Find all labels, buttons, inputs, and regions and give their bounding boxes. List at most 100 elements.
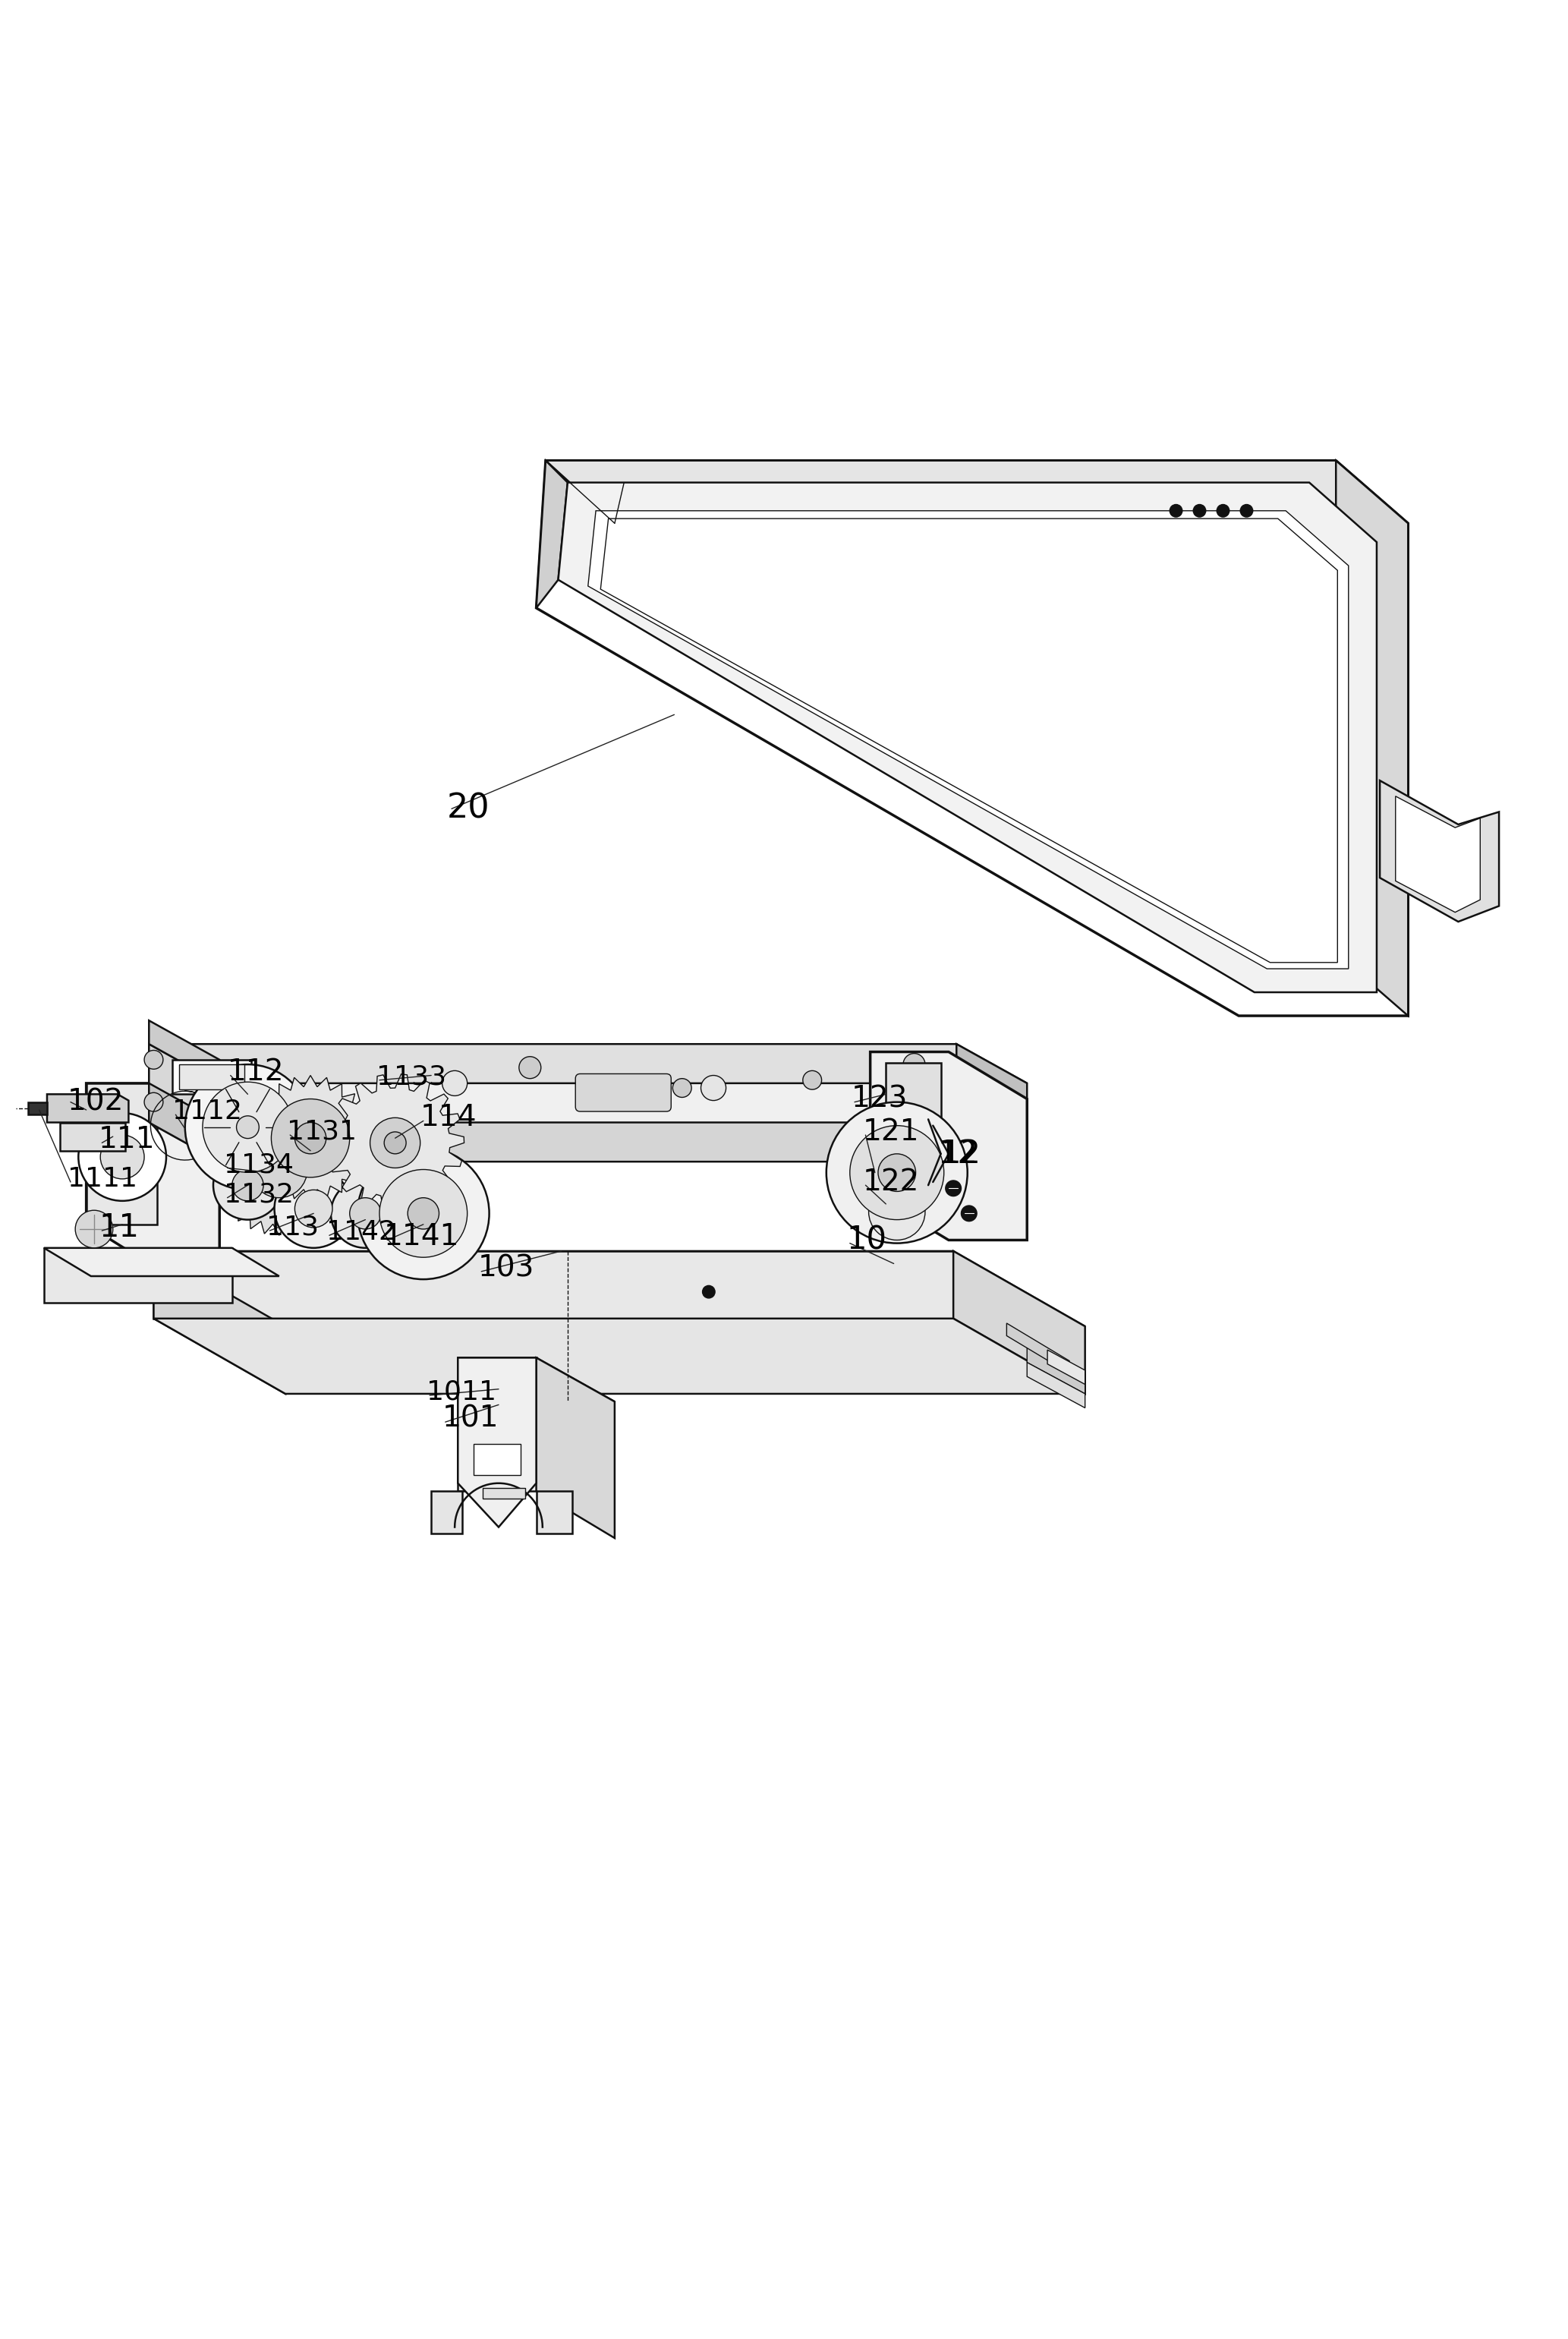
Polygon shape	[1380, 781, 1499, 922]
Circle shape	[946, 1181, 961, 1195]
Text: 103: 103	[478, 1254, 535, 1282]
Circle shape	[331, 1179, 400, 1249]
Circle shape	[442, 1071, 467, 1095]
Circle shape	[803, 1071, 822, 1090]
Polygon shape	[149, 1043, 220, 1162]
Polygon shape	[86, 1083, 157, 1223]
Polygon shape	[953, 1251, 1085, 1394]
Circle shape	[370, 1118, 420, 1167]
Circle shape	[295, 1123, 326, 1153]
Circle shape	[1170, 505, 1182, 517]
Text: 102: 102	[67, 1088, 124, 1116]
Circle shape	[213, 1151, 282, 1219]
Text: 1111: 1111	[67, 1167, 138, 1193]
Polygon shape	[248, 1076, 373, 1200]
Polygon shape	[47, 1095, 129, 1123]
Polygon shape	[536, 1490, 572, 1534]
Circle shape	[75, 1209, 113, 1249]
Polygon shape	[149, 1123, 1027, 1162]
Polygon shape	[1047, 1350, 1085, 1385]
Polygon shape	[458, 1357, 536, 1527]
Text: 12: 12	[938, 1137, 978, 1170]
Polygon shape	[431, 1490, 463, 1534]
Polygon shape	[886, 1062, 941, 1153]
Circle shape	[251, 1141, 307, 1198]
Polygon shape	[154, 1251, 1085, 1326]
Circle shape	[850, 1125, 944, 1219]
Polygon shape	[28, 1102, 47, 1116]
Circle shape	[519, 1057, 541, 1078]
FancyBboxPatch shape	[179, 1064, 245, 1090]
Text: 101: 101	[442, 1403, 499, 1434]
Text: 11: 11	[99, 1212, 140, 1244]
Polygon shape	[483, 1488, 525, 1499]
Circle shape	[202, 1083, 293, 1172]
Circle shape	[358, 1148, 489, 1279]
Text: 122: 122	[862, 1167, 919, 1198]
Polygon shape	[536, 1357, 615, 1539]
Text: 121: 121	[862, 1118, 919, 1146]
Polygon shape	[1027, 1343, 1085, 1394]
Text: 123: 123	[851, 1085, 908, 1113]
Circle shape	[1240, 505, 1253, 517]
Polygon shape	[44, 1249, 279, 1277]
Polygon shape	[149, 1043, 220, 1123]
Circle shape	[1217, 505, 1229, 517]
Text: 20: 20	[447, 793, 489, 826]
Circle shape	[384, 1132, 406, 1153]
Text: 1133: 1133	[376, 1064, 447, 1090]
Polygon shape	[458, 1357, 536, 1490]
Circle shape	[232, 1170, 263, 1200]
Text: 10: 10	[847, 1223, 887, 1256]
Circle shape	[274, 1170, 353, 1249]
Circle shape	[1193, 505, 1206, 517]
Polygon shape	[601, 519, 1338, 961]
Circle shape	[826, 1102, 967, 1244]
Polygon shape	[149, 1043, 1027, 1083]
Text: 112: 112	[227, 1057, 284, 1088]
Text: 111: 111	[99, 1125, 155, 1153]
Circle shape	[701, 1076, 726, 1099]
Polygon shape	[1336, 461, 1408, 1015]
Circle shape	[961, 1205, 977, 1221]
Polygon shape	[1027, 1361, 1085, 1408]
Text: 1141: 1141	[384, 1223, 459, 1251]
Circle shape	[350, 1198, 381, 1228]
Text: 1131: 1131	[287, 1118, 358, 1144]
Circle shape	[78, 1113, 166, 1200]
FancyBboxPatch shape	[474, 1443, 521, 1476]
Polygon shape	[326, 1074, 464, 1212]
Polygon shape	[536, 461, 1408, 1015]
Text: 114: 114	[420, 1104, 477, 1132]
Polygon shape	[149, 1020, 220, 1083]
Circle shape	[878, 1153, 916, 1191]
Polygon shape	[1396, 795, 1480, 912]
Circle shape	[379, 1170, 467, 1258]
Polygon shape	[956, 1043, 1027, 1162]
Text: 1142: 1142	[326, 1219, 397, 1244]
FancyBboxPatch shape	[172, 1060, 251, 1095]
Circle shape	[185, 1064, 310, 1191]
Polygon shape	[213, 1104, 345, 1235]
Circle shape	[702, 1286, 715, 1298]
Circle shape	[144, 1092, 163, 1111]
Text: 113: 113	[267, 1214, 318, 1240]
Circle shape	[295, 1191, 332, 1228]
Text: 1011: 1011	[426, 1380, 497, 1406]
Polygon shape	[546, 461, 1408, 524]
Polygon shape	[149, 1043, 956, 1123]
Polygon shape	[458, 1357, 615, 1401]
Polygon shape	[154, 1251, 285, 1394]
Circle shape	[100, 1134, 144, 1179]
Polygon shape	[44, 1249, 232, 1303]
Text: 1132: 1132	[224, 1181, 295, 1207]
Circle shape	[673, 1078, 691, 1097]
Polygon shape	[870, 1053, 1027, 1240]
Circle shape	[237, 1116, 259, 1139]
Circle shape	[869, 1184, 925, 1240]
Polygon shape	[154, 1319, 1085, 1394]
Polygon shape	[588, 510, 1348, 968]
Polygon shape	[154, 1251, 953, 1319]
Polygon shape	[558, 482, 1377, 992]
Polygon shape	[60, 1123, 125, 1151]
